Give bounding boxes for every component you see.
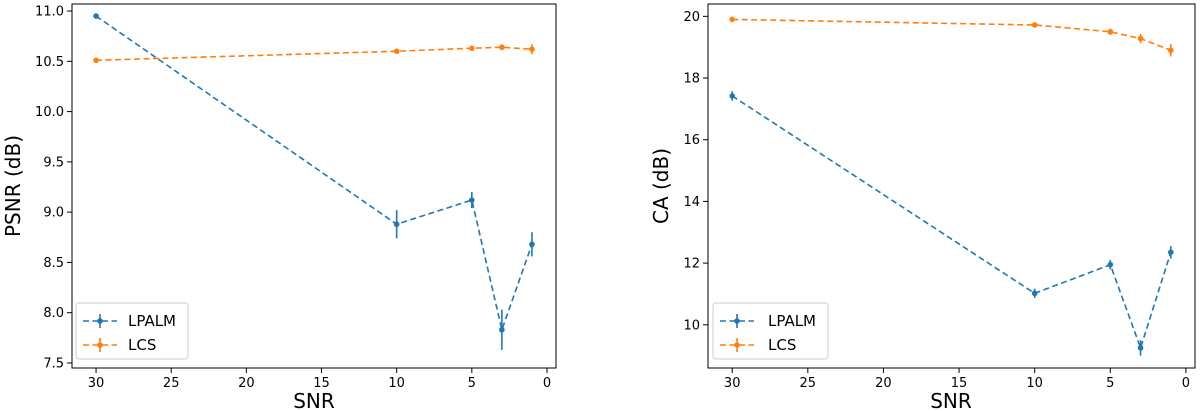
psnr-lcs-point	[529, 46, 535, 53]
ca-y-tick-label: 10	[683, 318, 700, 333]
psnr-y-axis-label: PSNR (dB)	[1, 135, 25, 237]
psnr-x-tick-label: 20	[238, 376, 255, 391]
ca-x-tick-label: 30	[724, 376, 741, 391]
psnr-plot: 30 25 20 15 10 5 07.58.08.59.09.510.010.511.0 …	[1, 3, 557, 411]
psnr-lcs-point	[93, 57, 99, 64]
psnr-x-tick-label: 15	[313, 376, 330, 391]
psnr-y-tick-label: 10.0	[35, 105, 64, 120]
psnr-x-tick-label: 5	[468, 376, 476, 391]
psnr-lpalm-point	[393, 221, 400, 228]
psnr-y-tick-label: 7.5	[43, 356, 64, 371]
ca-lpalm-point	[1168, 249, 1174, 256]
ca-y-tick-label: 16	[683, 133, 700, 148]
psnr-y-tick-label: 10.5	[35, 55, 64, 70]
ca-x-tick-label: 5	[1106, 376, 1114, 391]
psnr-lpalm-legend-marker	[97, 318, 103, 324]
ca-y-tick-label: 14	[683, 195, 700, 210]
ca-x-tick-label: 10	[1026, 376, 1043, 391]
ca-plot: 30 25 20 15 10 5 0 10 12 14 16 18 20 SNR CA (dB) LPA…	[649, 3, 1196, 411]
psnr-y-tick-label: 9.0	[43, 206, 64, 221]
ca-lcs-point	[1031, 22, 1038, 28]
psnr-legend-lpalm: LPALM	[128, 312, 176, 330]
ca-legend-lpalm: LPALM	[768, 312, 816, 330]
ca-lpalm-legend-marker	[734, 318, 740, 324]
ca-x-tick-label: 20	[875, 376, 892, 391]
ca-lcs-legend-marker	[734, 342, 740, 348]
psnr-lpalm-point	[469, 197, 475, 203]
ca-y-tick-label: 18	[683, 72, 700, 87]
psnr-y-tick-label: 8.5	[43, 256, 64, 271]
ca-lcs-point	[729, 16, 735, 23]
ca-lcs-point	[1107, 28, 1114, 35]
ca-lcs-point	[1137, 35, 1144, 42]
psnr-lcs-point	[469, 45, 475, 52]
ca-lcs-line	[732, 18, 1172, 52]
ca-y-tick-label: 20	[683, 10, 700, 25]
psnr-legend: LPALM LCS	[75, 302, 189, 360]
ca-legend-lcs: LCS	[768, 336, 796, 354]
psnr-lcs-point	[499, 44, 505, 51]
ca-legend: LPALM LCS	[712, 302, 829, 360]
ca-x-tick-label: 25	[800, 376, 817, 391]
ca-y-axis-label: CA (dB)	[649, 148, 673, 224]
ca-lpalm-point	[1107, 261, 1114, 268]
psnr-y-tick-label: 11.0	[35, 5, 64, 20]
psnr-y-tick-label: 8.0	[43, 306, 64, 321]
psnr-lpalm-point	[529, 241, 535, 248]
psnr-x-tick-label: 25	[163, 376, 180, 391]
ca-lpalm-point	[1031, 290, 1038, 297]
ca-x-tick-label: 15	[951, 376, 968, 391]
psnr-x-tick-label: 10	[388, 376, 405, 391]
psnr-lpalm-point	[93, 13, 99, 19]
ca-y-tick-label: 12	[683, 257, 700, 272]
psnr-x-tick-label: 30	[88, 376, 105, 391]
psnr-lpalm-point	[499, 326, 505, 333]
ca-lpalm-point	[1137, 345, 1144, 351]
psnr-lcs-point	[393, 48, 400, 55]
ca-x-axis-label: SNR	[930, 389, 972, 411]
psnr-x-tick-label: 0	[543, 376, 551, 391]
psnr-lcs-legend-marker	[97, 342, 103, 348]
psnr-y-tick-label: 9.5	[43, 155, 64, 170]
ca-lcs-point	[1168, 47, 1174, 54]
ca-lpalm-point	[729, 93, 735, 99]
ca-x-tick-label: 0	[1182, 376, 1190, 391]
psnr-x-axis-label: SNR	[293, 389, 335, 411]
psnr-legend-lcs: LCS	[128, 336, 156, 354]
